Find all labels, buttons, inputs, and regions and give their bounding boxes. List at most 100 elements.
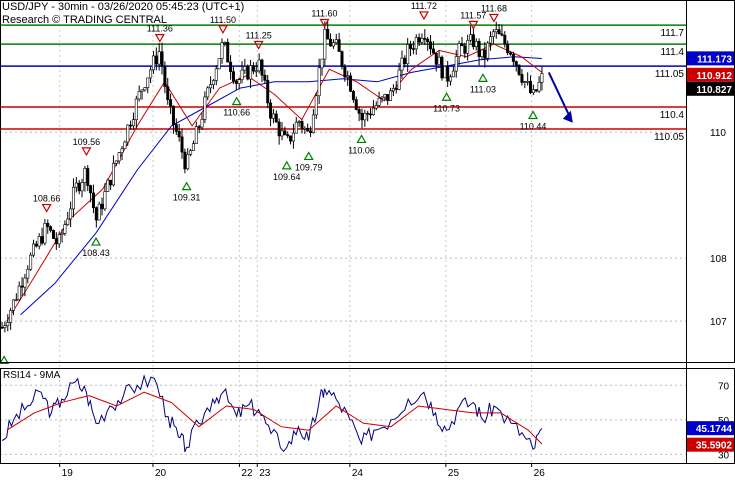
candle	[171, 105, 175, 134]
candle	[277, 118, 281, 145]
candle	[449, 74, 453, 86]
candle-body	[340, 51, 344, 67]
candle-body	[234, 80, 238, 84]
candle-body	[260, 59, 264, 76]
candle	[269, 99, 273, 127]
candle	[134, 95, 138, 129]
candle	[343, 64, 347, 82]
candle-body	[31, 243, 35, 256]
candle	[40, 227, 44, 246]
pivot-marker	[527, 110, 539, 120]
x-tick-label: 19	[62, 468, 74, 479]
candle-body	[214, 68, 218, 81]
candle	[400, 50, 404, 79]
candle	[11, 299, 15, 316]
candle	[6, 314, 10, 332]
candle	[143, 86, 147, 92]
candle-body	[474, 41, 478, 48]
candle	[23, 273, 27, 297]
pivot-marker	[303, 151, 314, 161]
pivot-high: 111.36	[147, 24, 173, 43]
candle-body	[94, 207, 98, 221]
pivot-low: 111.03	[470, 73, 496, 94]
candle-body	[100, 203, 104, 210]
pivot-high: 111.72	[411, 1, 437, 21]
candle-body	[137, 91, 141, 100]
candle-body	[420, 38, 424, 43]
candle	[249, 59, 253, 89]
candle	[254, 62, 258, 77]
candle-body	[0, 327, 4, 329]
candle	[20, 277, 24, 297]
candle	[66, 211, 70, 226]
candle-body	[23, 277, 27, 288]
candle-body	[531, 89, 535, 94]
candle	[469, 26, 473, 43]
candle-body	[423, 38, 427, 40]
candle-body	[366, 112, 370, 115]
candle	[186, 148, 190, 171]
candle-body	[80, 182, 84, 192]
pivot-label: 108.43	[82, 248, 110, 258]
candle	[483, 42, 487, 68]
candle-body	[320, 58, 324, 69]
candle-body	[303, 127, 307, 130]
candle	[246, 64, 250, 81]
pivot-marker	[231, 96, 242, 106]
candle-body	[534, 89, 538, 92]
pivot-high: 111.68	[481, 3, 507, 23]
candle-body	[237, 79, 241, 84]
candle	[220, 38, 224, 64]
candle	[329, 33, 333, 47]
candle-body	[380, 96, 384, 99]
candle-body	[503, 34, 507, 45]
candle	[337, 32, 341, 52]
candles	[0, 20, 544, 333]
candle-body	[383, 94, 387, 98]
candle	[63, 220, 67, 236]
candle	[194, 121, 198, 144]
candle-body	[343, 66, 347, 78]
x-tick-label: 20	[155, 468, 167, 479]
candle-body	[171, 105, 175, 125]
candle	[451, 66, 455, 78]
pivot-label: 109.31	[173, 193, 201, 203]
pivot-low	[0, 355, 10, 365]
y-tick-label: 107	[710, 317, 727, 328]
candle-body	[77, 182, 81, 192]
candle-body	[537, 82, 541, 92]
candle	[126, 124, 130, 146]
candle-body	[289, 135, 293, 142]
ma-fast-line	[6, 43, 543, 322]
candle	[314, 92, 318, 120]
candle	[43, 218, 47, 246]
candle-body	[89, 185, 93, 194]
candle	[231, 66, 235, 84]
candle-body	[491, 31, 495, 37]
y-tick-label: 110	[710, 128, 726, 139]
candle	[149, 66, 153, 84]
level-label: 110.05	[654, 132, 684, 143]
candle	[440, 55, 444, 81]
candle-body	[189, 150, 193, 155]
candle-body	[49, 226, 53, 231]
candle	[17, 281, 21, 302]
candle	[471, 28, 475, 50]
candle-body	[26, 268, 30, 279]
chart-subtitle: Research © TRADING CENTRAL	[2, 14, 167, 26]
candle	[71, 178, 75, 218]
candle	[534, 88, 538, 93]
candle	[360, 108, 364, 129]
pivot-low: 108.43	[82, 236, 110, 258]
candle-body	[11, 299, 15, 311]
forecast-arrow-shaft	[547, 71, 571, 118]
candle-body	[206, 87, 210, 98]
forecast-arrow	[547, 71, 573, 123]
candle-body	[86, 168, 90, 186]
price-box-label: 110.827	[696, 85, 732, 96]
candle	[54, 232, 58, 250]
candle	[514, 60, 518, 72]
pivot-label: 109.56	[73, 137, 101, 147]
candle	[423, 29, 427, 46]
candle	[260, 58, 264, 82]
